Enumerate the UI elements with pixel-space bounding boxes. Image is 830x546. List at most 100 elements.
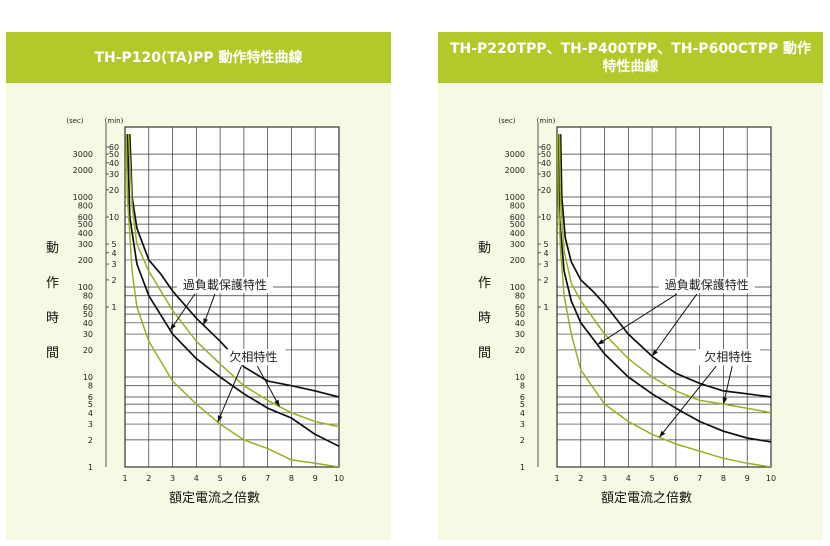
annotation-arrowhead [170,323,176,331]
series-line-phase [125,134,339,467]
y-tick-label-min: 10 [109,213,119,222]
y-tick-label-sec: 60 [83,303,93,312]
ylabel-char: 時 [46,311,60,326]
ylabel-char: 作 [478,276,492,291]
series-line-overload [126,134,339,448]
x-axis-label: 額定電流之倍數 [601,491,693,506]
annotation-phase: 欠相特性 [229,349,277,364]
y-tick-label-sec: 300 [78,240,93,249]
y-tick-label-sec: 800 [510,202,525,211]
y-tick-label-sec: 5 [520,400,525,409]
y-tick-label-sec: 20 [83,346,93,355]
y-tick-label-min: 30 [109,170,119,179]
annotation-arrow [651,293,698,357]
y-tick-label-sec: 8 [88,382,93,391]
plot-area [556,126,772,468]
annotation-bg [658,277,755,294]
y-tick-label-sec: 100 [78,283,93,292]
annotation-arrowhead [274,399,280,407]
y-tick-label-min: 40 [541,159,551,168]
x-tick-label: 8 [289,474,294,483]
chart-svg: 3000200010008006005004003002001008060504… [66,117,344,483]
x-tick-label: 7 [697,474,702,483]
y-tick-label-sec: 2 [520,436,525,445]
y-tick-label-sec: 80 [83,292,93,301]
series-line-phase [557,134,771,467]
y-tick-label-sec: 2000 [505,166,525,175]
y-tick-label-sec: 3000 [505,150,525,159]
annotation-bg [221,349,286,366]
chart-svg: 3000200010008006005004003002001008060504… [498,117,776,483]
annotation-overload: 過負載保護特性 [183,277,267,292]
ylabel-char: 動 [46,241,60,256]
y-tick-label-sec: 60 [515,303,525,312]
y-tick-label-min: 5 [543,240,548,249]
y-tick-label-sec: 1 [88,463,93,472]
x-tick-label: 9 [745,474,750,483]
y-tick-label-sec: 400 [510,229,525,238]
chart-title-banner: TH-P220TPP、TH-P400TPP、TH-P600CTPP 動作特性曲線 [438,32,823,83]
y-tick-label-sec: 6 [520,393,525,402]
y-tick-label-sec: 2000 [73,166,93,175]
y-tick-label-sec: 3000 [73,150,93,159]
x-tick-label: 10 [766,474,776,483]
annotation-overload: 過負載保護特性 [665,277,749,292]
y-tick-label-sec: 3 [520,420,525,429]
annotation-arrowhead [652,349,658,357]
y-tick-label-sec: 2 [88,436,93,445]
ylabel-char: 時 [478,311,492,326]
x-tick-label: 3 [602,474,607,483]
x-tick-label: 1 [554,474,559,483]
x-tick-label: 5 [650,474,655,483]
y-tick-label-min: 3 [543,260,548,269]
series-line-phase [127,134,339,428]
annotation-arrowhead [597,339,605,345]
series-line-overload [128,134,339,398]
y-tick-label-min: 4 [111,249,116,258]
annotation-arrow [217,365,242,423]
y-tick-label-sec: 1000 [505,193,525,202]
y-tick-label-sec: 10 [83,373,93,382]
y-tick-label-sec: 40 [83,319,93,328]
x-tick-label: 2 [578,474,583,483]
y-tick-label-sec: 30 [83,330,93,339]
y-tick-label-sec: 300 [510,240,525,249]
y-tick-label-min: 30 [541,170,551,179]
x-tick-label: 10 [334,474,344,483]
x-tick-label: 1 [122,474,127,483]
series-line-overload [559,134,771,398]
chart-panel-2: TH-P220TPP、TH-P400TPP、TH-P600CTPP 動作特性曲線… [438,32,823,540]
ylabel-char: 作 [46,276,60,291]
y-tick-label-min: 2 [111,276,116,285]
y-tick-label-sec: 10 [515,373,525,382]
plot-frame [556,126,772,468]
plot-area [124,126,340,468]
y-tick-label-sec: 800 [78,202,93,211]
y-tick-label-min: 3 [111,260,116,269]
annotation-arrowhead [217,415,223,423]
y-tick-label-sec: 4 [520,409,525,418]
chart-title: TH-P220TPP、TH-P400TPP、TH-P600CTPP 動作特性曲線 [449,40,812,75]
y-tick-label-min: 50 [541,150,551,159]
y-tick-label-min: 4 [543,249,548,258]
y-tick-label-sec: 600 [510,213,525,222]
annotation-arrow [169,293,196,331]
ylabel-char: 間 [46,346,60,361]
y-tick-label-sec: 4 [88,409,93,418]
y-tick-label-min: 1 [111,303,116,312]
y-tick-label-sec: 8 [520,382,525,391]
series-line-phase [558,134,771,414]
y-tick-label-sec: 50 [83,310,93,319]
y-tick-label-sec: 500 [510,220,525,229]
y-tick-label-min: 40 [109,159,119,168]
y-unit-sec: (sec) [66,117,84,125]
y-tick-label-min: 20 [109,186,119,195]
annotation-arrow [256,365,280,407]
annotation-arrowhead [203,318,208,326]
y-tick-label-sec: 30 [515,330,525,339]
annotation-arrowhead [722,397,728,405]
ylabel-char: 動 [478,241,492,256]
y-tick-label-min: 5 [111,240,116,249]
y-tick-label-sec: 1 [520,463,525,472]
x-tick-label: 8 [721,474,726,483]
